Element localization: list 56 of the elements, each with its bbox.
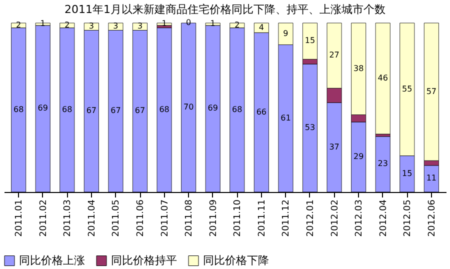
data-label: 67 [134,106,146,116]
x-tick-label: 2011.12 [282,200,292,237]
data-label: 55 [402,84,412,94]
x-tick-label: 2012.04 [378,199,389,237]
chart-title: 2011年1月以来新建商品住宅价格同比下降、持平、上涨城市个数 [64,3,386,16]
data-label: 68 [13,104,24,114]
legend-label: 同比价格持平 [111,254,177,267]
data-label: 23 [378,159,388,168]
x-tick-label: 2011.11 [257,200,268,237]
x-tick-label: 2011.08 [184,199,195,237]
data-label: 68 [159,104,170,114]
x-tick-label: 2011.02 [38,200,49,237]
data-label: 4 [258,22,264,32]
data-label: 15 [402,168,412,178]
legend-label: 同比价格上涨 [19,254,85,267]
x-tick-label: 2012.06 [427,199,438,237]
data-label: 68 [62,104,72,114]
data-label: 66 [256,107,267,116]
data-label: 37 [329,142,340,152]
x-tick-label: 2012.05 [403,200,414,237]
x-tick-label: 2012.01 [306,200,316,237]
data-label: 2 [16,20,22,30]
data-label: 67 [86,106,97,116]
data-label: 68 [232,104,242,114]
data-label: 46 [378,74,388,83]
x-tick-label: 2012.03 [354,200,365,237]
bar [375,22,390,134]
data-label: 70 [183,102,194,112]
data-label: 57 [426,86,437,96]
data-label: 69 [38,104,48,113]
data-label: 69 [208,104,218,113]
data-label: 3 [88,22,94,31]
x-tick-label: 2011.07 [160,200,170,237]
data-label: 53 [304,123,316,132]
x-tick-label: 2011.04 [87,199,98,237]
x-tick-label: 2012.02 [330,200,340,237]
legend-label: 同比价格下降 [203,254,269,267]
data-label: 3 [137,22,143,31]
data-label: 0 [186,18,192,27]
data-label: 15 [304,36,316,46]
data-label: 29 [353,152,364,161]
x-tick-label: 2011.01 [14,200,25,237]
x-tick-label: 2011.05 [112,200,122,237]
x-tick-label: 2011.06 [136,199,146,237]
x-tick-label: 2011.09 [208,199,219,237]
x-tick-label: 2011.03 [63,200,74,237]
data-label: 2 [64,20,70,30]
data-label: 67 [110,106,121,116]
x-tick-label: 2011.10 [233,199,244,237]
data-label: 9 [283,28,288,38]
data-label: 2 [234,20,240,30]
data-label: 3 [113,22,118,31]
data-label: 61 [280,113,291,122]
data-label: 27 [329,50,340,60]
data-label: 38 [353,64,364,73]
data-label: 11 [426,174,437,183]
